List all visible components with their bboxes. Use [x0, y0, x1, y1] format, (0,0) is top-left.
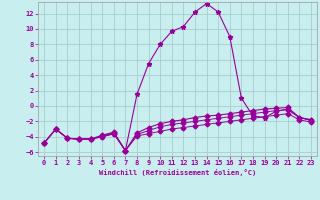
X-axis label: Windchill (Refroidissement éolien,°C): Windchill (Refroidissement éolien,°C)	[99, 169, 256, 176]
